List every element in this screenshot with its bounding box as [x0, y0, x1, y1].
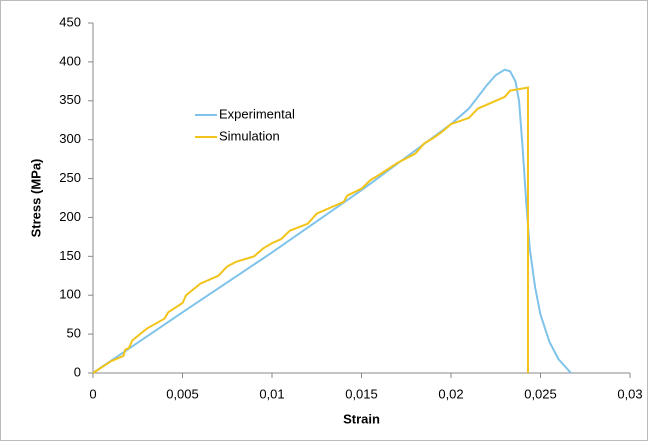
x-axis-title: Strain [343, 411, 380, 426]
y-tick-label: 250 [59, 170, 81, 185]
series-line [92, 68, 572, 374]
y-tick-label: 200 [59, 209, 81, 224]
y-tick-label: 400 [59, 53, 81, 68]
series-line [92, 86, 529, 374]
x-tick-label: 0 [89, 386, 96, 401]
y-axis-title: Stress (MPa) [28, 159, 43, 238]
y-tick-label: 50 [67, 326, 81, 341]
y-tick-label: 100 [59, 287, 81, 302]
x-tick-label: 0,005 [166, 386, 199, 401]
y-tick-label: 0 [74, 364, 81, 379]
y-tick-label: 450 [59, 14, 81, 29]
x-tick-label: 0,015 [345, 386, 378, 401]
x-tick-label: 0,02 [438, 386, 463, 401]
x-tick-label: 0,03 [617, 386, 642, 401]
x-tick-label: 0,01 [259, 386, 284, 401]
legend-label: Simulation [219, 128, 280, 143]
legend-label: Experimental [219, 106, 295, 121]
x-tick-label: 0,025 [524, 386, 557, 401]
y-tick-label: 150 [59, 248, 81, 263]
y-tick-label: 300 [59, 131, 81, 146]
y-tick-label: 350 [59, 92, 81, 107]
